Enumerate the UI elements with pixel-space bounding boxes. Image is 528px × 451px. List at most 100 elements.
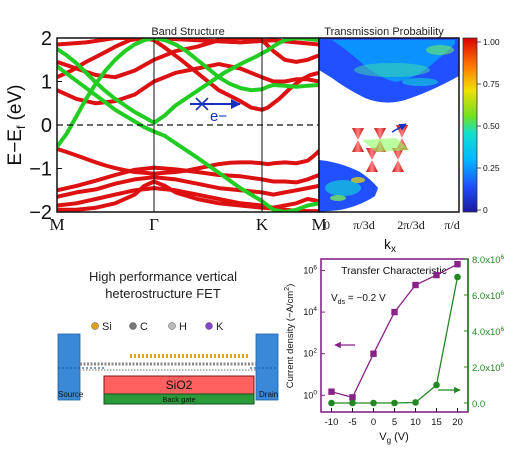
transmission-x-tick-label: 2π/3d — [397, 218, 424, 232]
transfer-right-tick-label: 4.0x106 — [472, 326, 505, 338]
transfer-point-right — [328, 399, 335, 407]
transmission-title: Transmission Probability — [324, 26, 444, 38]
band-k-label: M — [311, 215, 326, 234]
transfer-x-tick-label: -5 — [348, 417, 356, 428]
transfer-x-tick-label: 15 — [431, 417, 442, 428]
vds-note: Vds = −0.2 V — [331, 293, 386, 306]
legend-si-icon — [91, 322, 99, 330]
transfer-y-axis-label: Current density (−A/cm2) — [284, 284, 296, 389]
colorbar-tick-label: 0.75 — [483, 79, 500, 89]
band-structure-panel: Band Structure 2 1 0 −1 −2 M Γ K M E−Ef (eV) e− — [5, 26, 327, 234]
transfer-point-right — [391, 399, 398, 407]
band-line-red-3 — [57, 186, 319, 210]
band-y-axis-label: E−Ef (eV) — [5, 85, 28, 166]
legend-k-icon — [205, 322, 213, 330]
transfer-point-left — [433, 271, 440, 279]
band-y-tick-label: 0 — [41, 115, 52, 137]
transfer-x-tick-label: 20 — [452, 417, 463, 428]
transfer-point-right — [433, 381, 440, 389]
colorbar-tick-label: 0.50 — [483, 121, 500, 131]
band-line-green-1 — [57, 64, 319, 212]
band-line-red-6 — [57, 62, 319, 106]
band-structure-title: Band Structure — [151, 26, 224, 38]
diagram-title-line1: High performance vertical — [88, 269, 238, 284]
transmission-panel: Transmission Probability — [318, 26, 500, 255]
band-y-tick-label: −1 — [29, 159, 52, 181]
drain-label: Drain — [259, 390, 278, 399]
legend-k-label: K — [216, 321, 224, 333]
device-diagram: Si C H K SiO2 Back gate Source Drain — [57, 321, 279, 405]
transfer-left-ticks: 106 104 102 100 — [303, 264, 325, 400]
band-line-red-8 — [57, 38, 319, 47]
transfer-x-axis-label: Vg (V) — [379, 431, 409, 445]
transfer-point-left — [349, 394, 356, 401]
transfer-right-ticks: 8.0x106 6.0x106 4.0x106 2.0x106 0.0 — [464, 254, 505, 410]
colorbar — [462, 37, 478, 213]
transmission-x-tick-label: π/3d — [353, 218, 374, 232]
oxide-label: SiO2 — [166, 378, 193, 392]
atom-legend: Si C H K — [91, 321, 224, 333]
band-y-tick-label: −2 — [29, 202, 52, 224]
transfer-point-right — [370, 399, 377, 407]
transfer-right-tick-label: 2.0x106 — [472, 362, 505, 374]
transfer-point-left — [412, 281, 419, 289]
transfer-left-tick-label: 104 — [303, 306, 317, 317]
transfer-x-tick-label: 10 — [410, 417, 421, 428]
dirac-cones-inset — [352, 123, 410, 172]
source-electrode — [57, 333, 81, 401]
transfer-x-ticks: -10 -5 0 5 10 15 20 — [325, 408, 463, 428]
transfer-x-tick-label: 0 — [371, 417, 376, 428]
transfer-right-tick-label: 8.0x106 — [472, 254, 505, 266]
transfer-point-left — [454, 260, 461, 268]
drain-electrode — [255, 333, 279, 401]
transfer-point-right — [412, 399, 419, 406]
transfer-series — [328, 260, 461, 407]
back-gate — [103, 393, 255, 405]
band-k-label: Γ — [149, 215, 159, 234]
transfer-right-tick-label: 6.0x106 — [472, 290, 505, 302]
electron-arrow — [190, 97, 241, 111]
transfer-title: Transfer Characteristic — [341, 265, 447, 277]
band-line-green-0 — [57, 38, 319, 149]
transfer-left-tick-label: 106 — [303, 264, 317, 275]
band-line-green-2 — [57, 38, 319, 125]
transfer-left-tick-label: 100 — [303, 389, 317, 400]
transmission-x-axis-label: kx — [384, 236, 396, 255]
transfer-panel: Transfer Characteristic Vds = −0.2 V -10… — [284, 254, 505, 445]
transfer-right-tick-label: 0.0 — [472, 399, 485, 410]
transfer-x-tick-label: 5 — [392, 417, 397, 428]
transmission-x-tick-label: 0 — [324, 218, 330, 232]
colorbar-ticks: 1.00 0.75 0.50 0.25 0 — [477, 37, 500, 215]
diagram-title-line2: heterostructure FET — [105, 286, 221, 301]
transfer-point-right — [454, 273, 461, 281]
transfer-point-left — [370, 350, 377, 357]
colorbar-tick-label: 1.00 — [483, 37, 500, 47]
transfer-x-tick-label: -10 — [325, 417, 339, 428]
legend-h-icon — [168, 322, 176, 330]
band-line-red-5 — [57, 38, 319, 112]
transfer-point-left — [328, 388, 335, 395]
back-gate-label: Back gate — [162, 395, 195, 404]
colorbar-tick-label: 0.25 — [483, 163, 500, 173]
band-line-red-7 — [57, 38, 319, 80]
legend-h-label: H — [179, 321, 187, 333]
band-line-red-2 — [57, 175, 319, 199]
band-k-label: M — [49, 215, 64, 234]
band-y-ticks: 2 1 0 −1 −2 — [29, 28, 62, 224]
transmission-frame — [318, 37, 460, 213]
legend-c-label: C — [140, 321, 148, 333]
band-lines — [57, 38, 319, 212]
band-k-label: K — [256, 215, 269, 234]
band-y-tick-label: 2 — [41, 28, 52, 50]
transmission-x-ticks: 0 π/3d 2π/3d π/d — [324, 218, 460, 232]
source-label: Source — [58, 390, 84, 399]
band-y-tick-label: 1 — [41, 72, 52, 94]
colorbar-tick-label: 0 — [483, 205, 488, 215]
electron-label: e− — [210, 108, 227, 125]
legend-si-label: Si — [102, 321, 112, 333]
transfer-point-left — [391, 308, 398, 316]
legend-c-icon — [129, 322, 137, 330]
band-line-red-1 — [57, 165, 319, 193]
